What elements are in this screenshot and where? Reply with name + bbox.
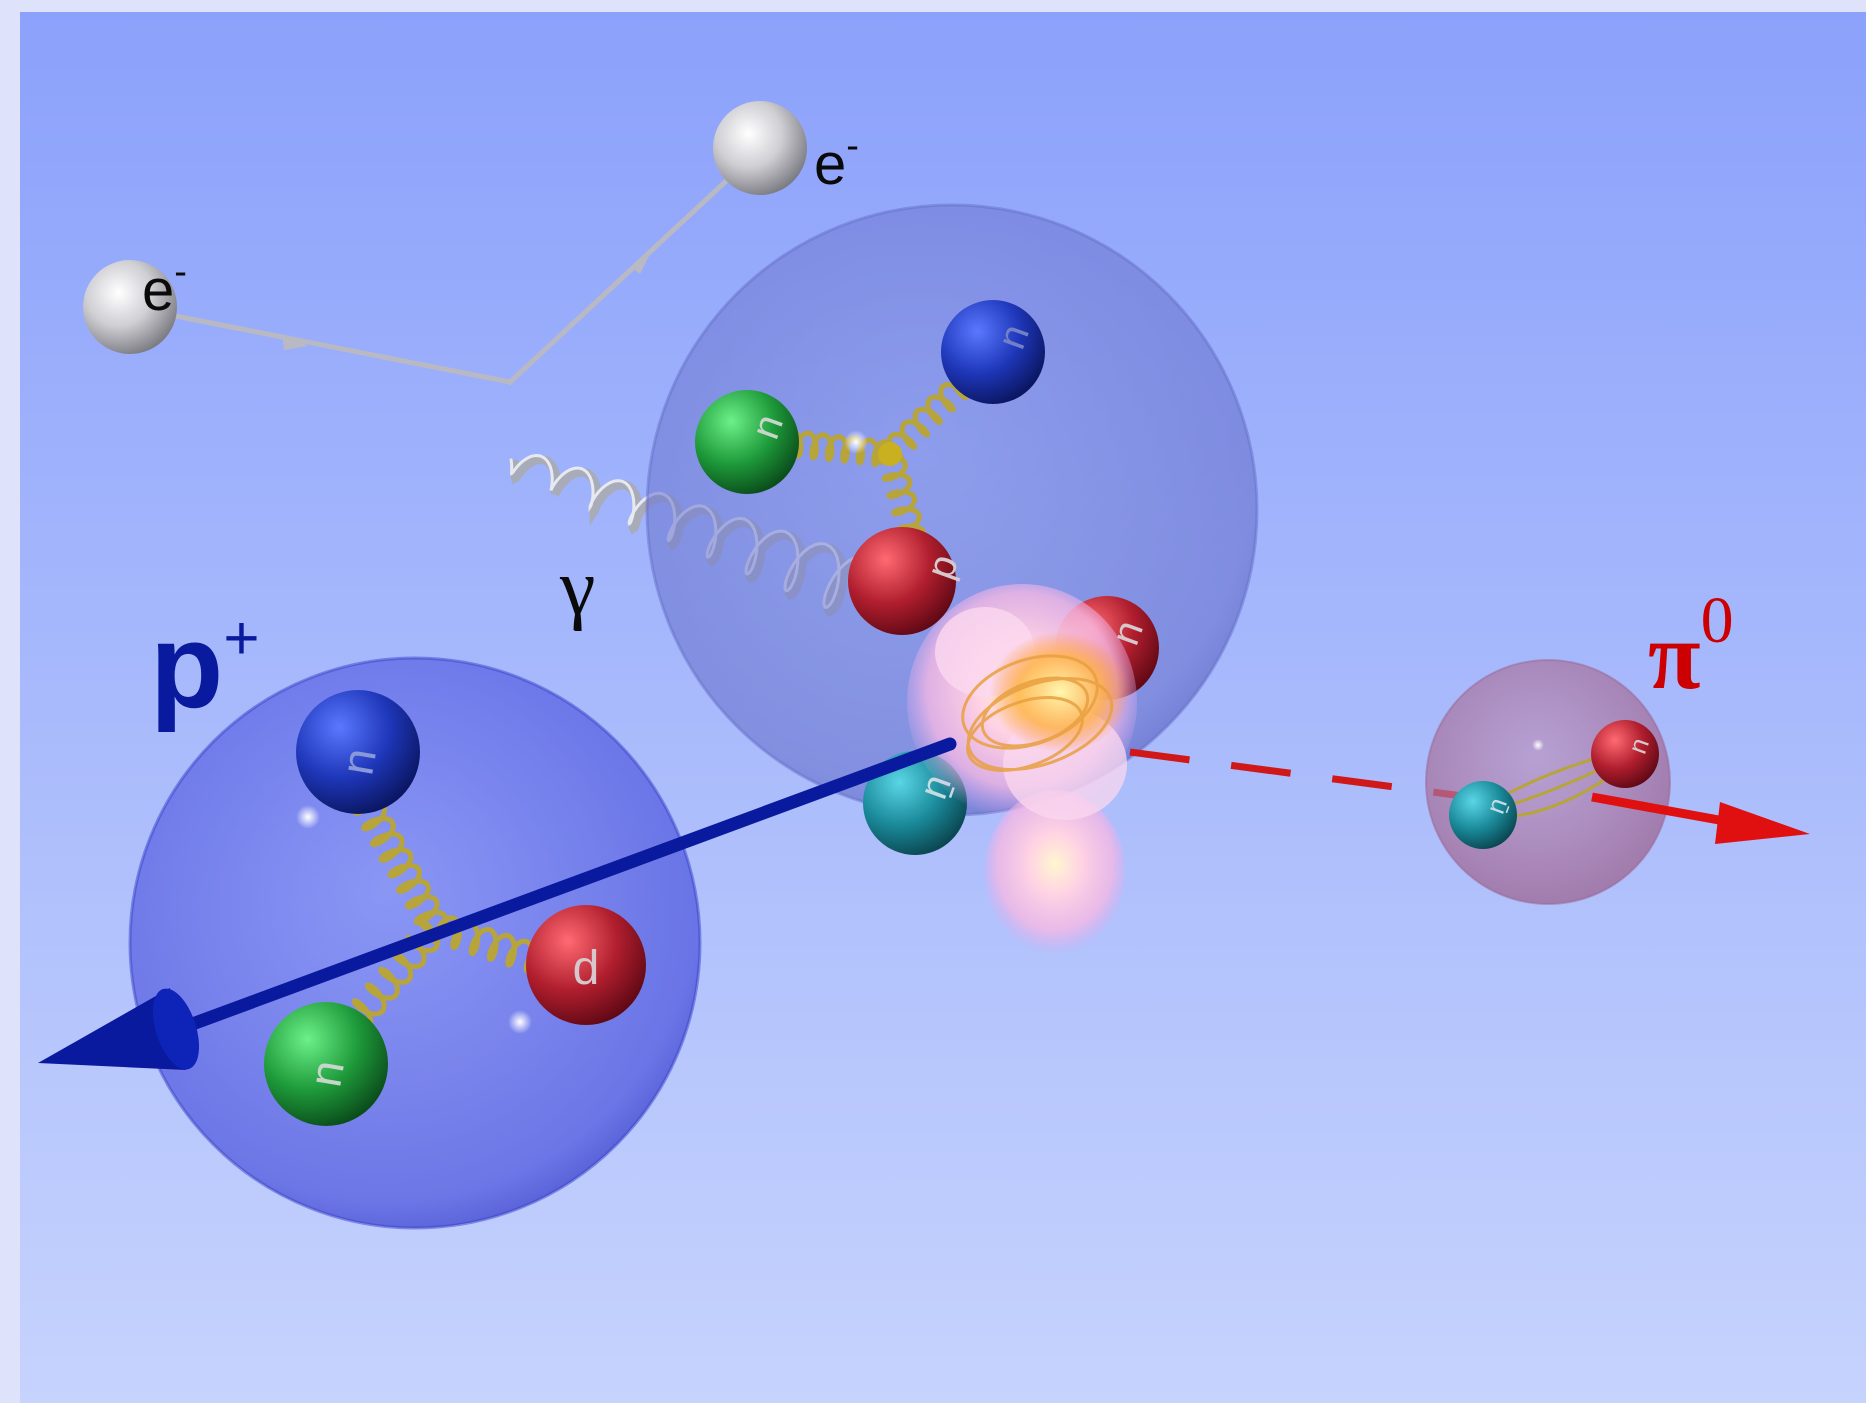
photon-label: γ xyxy=(559,544,595,632)
incoming-electron-arrowhead xyxy=(282,334,308,350)
scattering-diagram: u u d u ū u xyxy=(20,12,1866,1403)
proton-highlight xyxy=(296,805,320,829)
pion-momentum-arrow xyxy=(1591,792,1731,827)
proton-arrowhead xyxy=(38,988,186,1070)
proton-label: p+ xyxy=(150,599,260,733)
incoming-electron-label: e- xyxy=(142,251,187,323)
target-quark-u-green: u xyxy=(695,390,799,494)
pion-label: π0 xyxy=(1648,584,1734,709)
pion-quark-u-red: u xyxy=(1591,720,1659,788)
incoming-electron xyxy=(83,260,177,354)
target-quark-d-red: d xyxy=(848,527,972,635)
target-quark-u-blue: u xyxy=(941,300,1045,404)
outgoing-electron xyxy=(713,101,807,195)
interaction-blast xyxy=(907,584,1137,954)
outgoing-electron-track xyxy=(506,168,740,386)
pion-arrowhead xyxy=(1715,802,1810,844)
incoming-electron-track xyxy=(129,304,511,385)
diagram-frame: u u d u ū u xyxy=(20,12,1866,1403)
proton-arrowhead-base xyxy=(152,988,200,1070)
pion-highlight xyxy=(1532,739,1544,751)
gluon-vertex xyxy=(878,442,902,466)
quark-label: d xyxy=(573,942,600,995)
proton-quark-u-green: u xyxy=(264,1002,388,1126)
proton-momentum-arrow xyxy=(153,737,957,1043)
proton-quark-d-red: d xyxy=(526,905,646,1025)
outgoing-electron-label: e- xyxy=(814,125,859,197)
proton-quark-u-blue: u xyxy=(296,690,420,814)
target-highlight xyxy=(844,430,868,454)
pion-trajectory xyxy=(1129,748,1471,801)
outgoing-electron-arrowhead xyxy=(632,250,652,274)
proton-highlight-2 xyxy=(508,1010,532,1034)
pion-antiquark-cyan: ū xyxy=(1449,781,1517,849)
